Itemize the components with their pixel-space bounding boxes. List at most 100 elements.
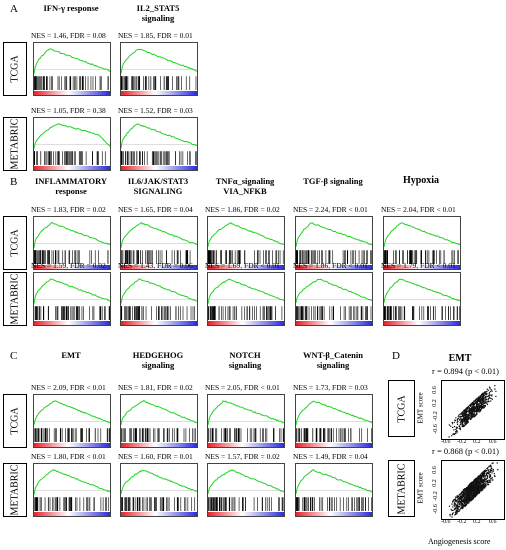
enrichment-score-curve <box>121 469 197 494</box>
x-axis-label: Angiogenesis score <box>428 537 491 546</box>
gsea-plot <box>121 48 197 95</box>
ranked-list-gradient <box>121 321 197 325</box>
enrichment-score-curve <box>296 222 372 247</box>
stat-text-a-1-1: NES = 1.52, FDR = 0.03 <box>118 106 193 115</box>
enrichment-score-curve <box>384 222 460 248</box>
gsea-plot-c-1-2 <box>207 463 285 517</box>
row-label-text: TCGA <box>9 55 21 83</box>
gsea-plot-c-0-1 <box>120 394 198 448</box>
column-title-b-3: TGF-β signaling <box>285 176 381 186</box>
gene-hit-bars <box>121 306 195 320</box>
enrichment-score-curve <box>34 122 110 149</box>
ranked-list-gradient <box>34 166 110 170</box>
y-tick-1-1: -0.2 <box>432 491 439 501</box>
scatter-plot-0 <box>441 380 505 440</box>
gene-hit-bars <box>121 497 196 511</box>
gsea-plot-b-0-2 <box>207 216 285 270</box>
column-title-line: Hypoxia <box>402 175 440 186</box>
stat-text-a-0-0: NES = 1.46, FDR = 0.08 <box>31 31 106 40</box>
enrichment-score-curve <box>121 48 197 74</box>
gene-hit-bars <box>121 151 197 165</box>
gsea-plot-a-1-1 <box>120 117 198 171</box>
gene-hit-bars <box>34 250 109 264</box>
gsea-plot-c-0-3 <box>295 394 373 448</box>
column-title-line: SIGNALING <box>133 186 183 196</box>
gsea-plot <box>34 222 110 269</box>
scatter-title: EMT <box>448 353 472 364</box>
ranked-list-gradient <box>208 265 284 269</box>
ranked-list-gradient <box>34 443 110 447</box>
gene-hit-bars <box>384 250 459 264</box>
stat-text-b-1-2: NES = 1.69, FDR < 0.01 <box>205 261 280 270</box>
column-title-line: VIA_NFKB <box>223 186 267 196</box>
gsea-plot <box>296 400 372 447</box>
gsea-plot-a-0-1 <box>120 42 198 96</box>
gene-hit-bars <box>208 428 284 442</box>
gene-hit-bars <box>296 428 372 442</box>
gsea-plot-c-1-3 <box>295 463 373 517</box>
row-label-metabric: METABRIC <box>3 463 27 517</box>
scatter-points <box>448 385 497 438</box>
row-label-metabric: METABRIC <box>3 272 27 326</box>
column-title-line: IL6/JAK/STAT3 <box>127 176 189 186</box>
gsea-plot <box>296 222 372 269</box>
enrichment-score-curve <box>208 469 284 494</box>
ranked-list-gradient <box>121 512 197 516</box>
gene-hit-bars <box>384 306 460 320</box>
gsea-plot <box>34 122 110 170</box>
enrichment-score-curve <box>121 278 197 304</box>
x-tick-1-0: -0.6 <box>441 519 451 525</box>
ranked-list-gradient <box>34 91 110 95</box>
column-title-b-4: Hypoxia <box>373 176 469 186</box>
y-tick-0-3: 0.6 <box>431 386 438 394</box>
gsea-plot <box>121 221 197 269</box>
ranked-list-gradient <box>121 91 197 95</box>
gsea-plot <box>34 400 110 447</box>
row-label-metabric: METABRIC <box>3 117 27 171</box>
stat-text-c-0-1: NES = 1.81, FDR = 0.02 <box>118 383 193 392</box>
enrichment-score-curve <box>208 222 284 247</box>
gsea-plot-b-0-0 <box>33 216 111 270</box>
x-tick-0-1: -0.2 <box>457 439 467 445</box>
gene-hit-bars <box>296 250 372 264</box>
ranked-list-gradient <box>121 265 197 269</box>
ranked-list-gradient <box>34 512 110 516</box>
gsea-plot <box>208 469 284 516</box>
gsea-plot-b-1-2 <box>207 272 285 326</box>
gsea-plot-b-1-3 <box>295 272 373 326</box>
y-tick-0-0: -0.6 <box>432 424 439 434</box>
row-label-text: TCGA <box>9 229 21 257</box>
y-tick-1-2: 0.2 <box>431 479 438 487</box>
ranked-list-gradient <box>34 321 110 325</box>
gsea-plot-c-0-0 <box>33 394 111 448</box>
y-tick-0-2: 0.2 <box>431 399 438 407</box>
gene-hit-bars <box>34 151 106 165</box>
row-label-text: TCGA <box>9 407 21 435</box>
column-title-c-1: HEDGEHOG signaling <box>110 350 206 370</box>
enrichment-score-curve <box>208 278 284 304</box>
gene-hit-bars <box>121 250 191 264</box>
enrichment-score-curve <box>34 400 110 425</box>
panel-letter-c: C <box>10 350 18 362</box>
y-axis-label: EMT score <box>416 472 425 504</box>
gsea-plot-a-1-0 <box>33 117 111 171</box>
gsea-plot <box>121 469 197 516</box>
stat-text-c-0-0: NES = 2.09, FDR < 0.01 <box>31 383 106 392</box>
enrichment-score-curve <box>296 278 372 303</box>
y-tick-0-1: -0.2 <box>432 411 439 421</box>
column-title-line: signaling <box>141 13 175 23</box>
column-title-line: EMT <box>61 350 81 360</box>
ranked-list-gradient <box>208 443 284 447</box>
stat-text-a-0-1: NES = 1.85, FDR = 0.01 <box>118 31 193 40</box>
stat-text-b-0-3: NES = 2.24, FDR < 0.01 <box>293 205 368 214</box>
gene-hit-bars <box>34 497 110 511</box>
gene-hit-bars <box>34 428 110 442</box>
column-title-line: TNFα_signaling <box>215 176 275 186</box>
column-title-c-0: EMT <box>23 350 119 360</box>
gene-hit-bars <box>34 306 110 320</box>
x-tick-0-0: -0.6 <box>441 439 451 445</box>
gene-hit-bars <box>121 428 196 442</box>
gsea-plot <box>384 222 460 269</box>
gsea-plot <box>34 278 110 325</box>
row-label-text: METABRIC <box>396 463 407 514</box>
